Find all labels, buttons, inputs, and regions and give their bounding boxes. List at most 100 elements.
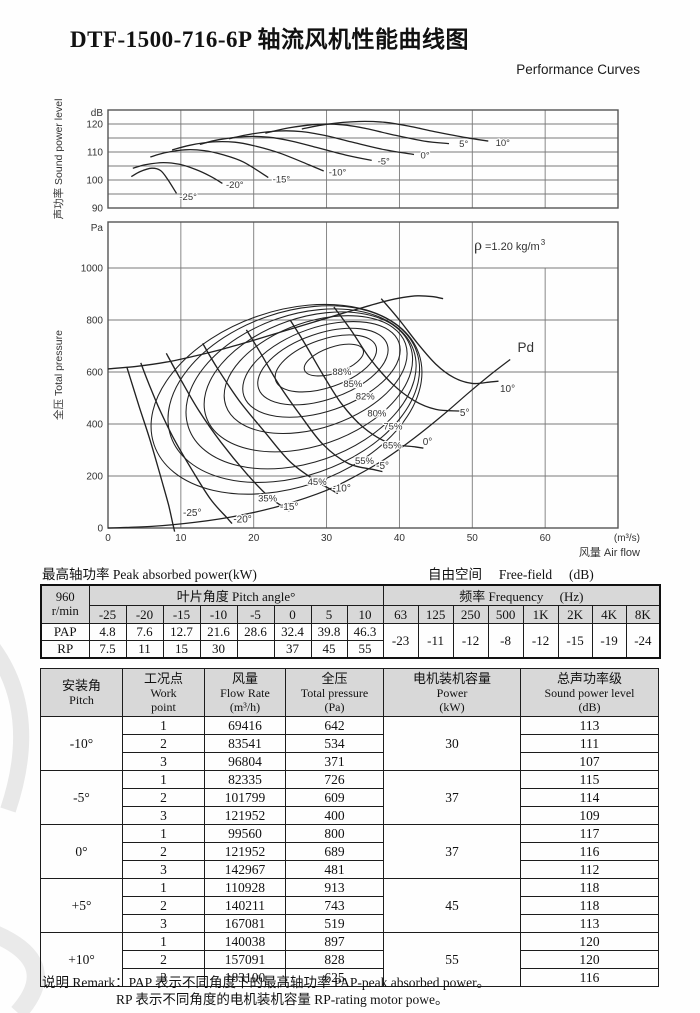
- svg-text:0: 0: [97, 524, 103, 535]
- flow-rate: 69416: [204, 716, 286, 735]
- flow-rate: 121952: [204, 806, 286, 825]
- work-point: 2: [122, 842, 205, 861]
- svg-text:-25°: -25°: [183, 508, 201, 519]
- pap-value: 39.8: [310, 623, 348, 641]
- pap-value: 12.7: [162, 623, 201, 641]
- svg-text:600: 600: [86, 368, 103, 379]
- sound-curve: [199, 135, 372, 162]
- flow-rate: 99560: [204, 824, 286, 843]
- svg-text:0: 0: [105, 533, 111, 544]
- total-pressure: 371: [285, 752, 384, 771]
- performance-data-table: 安装角 Pitch 工况点 Work point 风量 Flow Rate (m³/h) 全压 T…: [40, 668, 659, 987]
- pitch-angle-value: 0: [273, 605, 312, 624]
- work-point: 1: [122, 932, 205, 951]
- svg-text:10: 10: [175, 533, 187, 544]
- total-pressure: 481: [285, 860, 384, 879]
- freefield-caption: 自由空间 Free-field (dB): [428, 567, 594, 582]
- frequency-band: 2K: [557, 605, 593, 624]
- pitch-angle-value: -5: [236, 605, 275, 624]
- motor-power: 37: [383, 824, 521, 879]
- pitch-pressure-curve: [165, 352, 290, 512]
- pitch-angle-value: -15: [162, 605, 201, 624]
- svg-text:88%: 88%: [332, 367, 352, 378]
- sound-curve: [228, 130, 415, 156]
- work-point: 3: [122, 806, 205, 825]
- rpm-cell: 960 r/min: [40, 584, 90, 624]
- work-point: 3: [122, 860, 205, 879]
- flow-rate: 96804: [204, 752, 286, 771]
- work-point: 1: [122, 770, 205, 789]
- svg-text:-20°: -20°: [226, 180, 244, 191]
- work-point: 1: [122, 716, 205, 735]
- svg-text:75%: 75%: [383, 422, 403, 433]
- flow-rate: 121952: [204, 842, 286, 861]
- svg-text:30: 30: [321, 533, 333, 544]
- efficiency-contour: [257, 327, 389, 406]
- frequency-header: 频率 Frequency (Hz): [382, 584, 661, 606]
- svg-text:40: 40: [394, 533, 406, 544]
- rp-row-label: RP: [40, 640, 90, 659]
- svg-text:50: 50: [467, 533, 479, 544]
- svg-text:风量 Air flow: 风量 Air flow: [579, 546, 640, 559]
- svg-text:-5°: -5°: [376, 461, 389, 472]
- total-pressure: 800: [285, 824, 384, 843]
- efficiency-contour: [203, 311, 414, 453]
- column-header: 风量 Flow Rate (m³/h): [204, 668, 286, 717]
- density-annotation: ρ =1.20 kg/m3: [474, 237, 546, 254]
- pitch-angle-value: -20: [125, 605, 164, 624]
- motor-power: 30: [383, 716, 521, 771]
- svg-text:20: 20: [248, 533, 260, 544]
- pitch-angle-value: -10: [199, 605, 238, 624]
- envelope-curve: [107, 295, 444, 370]
- sound-power-level: 118: [520, 896, 659, 915]
- flow-rate: 101799: [204, 788, 286, 807]
- rp-value: 11: [125, 640, 164, 659]
- flow-rate: 110928: [204, 878, 286, 897]
- motor-power: 55: [383, 932, 521, 987]
- freefield-level: -19: [591, 623, 627, 659]
- svg-text:-15°: -15°: [273, 175, 291, 186]
- work-point: 1: [122, 824, 205, 843]
- svg-text:55%: 55%: [355, 456, 375, 467]
- svg-text:-20°: -20°: [233, 515, 251, 526]
- work-point: 3: [122, 752, 205, 771]
- svg-text:Pa: Pa: [91, 223, 104, 234]
- sound-curve: [171, 140, 324, 172]
- flow-rate: 82335: [204, 770, 286, 789]
- freefield-level: -12: [522, 623, 559, 659]
- svg-text:35%: 35%: [258, 494, 278, 505]
- svg-text:-15°: -15°: [280, 502, 298, 513]
- pap-value: 28.6: [236, 623, 275, 641]
- rp-value: 15: [162, 640, 201, 659]
- pap-value: 32.4: [273, 623, 312, 641]
- column-header: 安装角 Pitch: [40, 668, 123, 717]
- pd-label: Pd: [517, 340, 534, 355]
- sound-curve: [132, 161, 223, 184]
- motor-power: 45: [383, 878, 521, 933]
- pitch-pressure-curve: [126, 367, 176, 532]
- frequency-band: 250: [452, 605, 489, 624]
- frequency-band: 63: [382, 605, 419, 624]
- pitch-pressure-curve: [140, 362, 233, 525]
- motor-power: 37: [383, 770, 521, 825]
- svg-text:-5°: -5°: [378, 157, 390, 168]
- total-pressure: 897: [285, 932, 384, 951]
- rp-value: 7.5: [88, 640, 127, 659]
- total-pressure: 726: [285, 770, 384, 789]
- svg-text:80%: 80%: [367, 409, 387, 420]
- pap-row-label: PAP: [40, 623, 90, 641]
- sound-power-level: 111: [520, 734, 659, 753]
- pitch-angle-header: 叶片角度 Pitch angle°: [88, 584, 384, 606]
- flow-rate: 157091: [204, 950, 286, 969]
- sound-power-level: 112: [520, 860, 659, 879]
- efficiency-contour: [242, 321, 401, 418]
- rp-value: 55: [346, 640, 384, 659]
- svg-text:400: 400: [86, 420, 103, 431]
- pitch-cell: 0°: [40, 824, 123, 879]
- pitch-pressure-curve: [380, 298, 499, 385]
- svg-text:5°: 5°: [460, 408, 470, 419]
- column-header: 电机装机容量 Power (kW): [383, 668, 521, 717]
- svg-text:200: 200: [86, 472, 103, 483]
- freefield-level: -15: [557, 623, 593, 659]
